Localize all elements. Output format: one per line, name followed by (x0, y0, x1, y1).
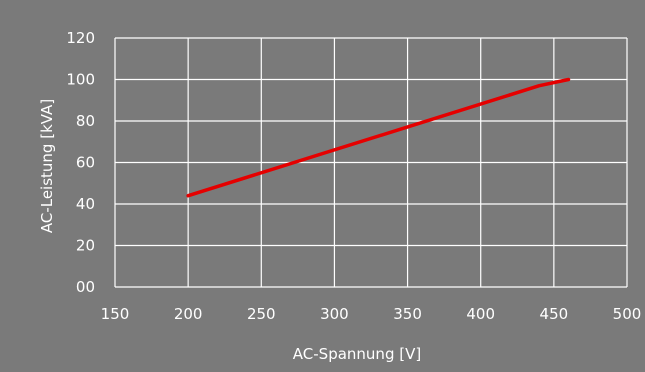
y-tick-label: 100 (66, 71, 95, 89)
x-tick-label: 450 (540, 305, 569, 323)
y-axis-title: AC-Leistung [kVA] (38, 99, 56, 233)
grid-lines (114, 37, 628, 288)
x-tick-label: 350 (393, 305, 422, 323)
x-axis-title: AC-Spannung [V] (293, 345, 421, 363)
y-tick-label: 00 (76, 278, 95, 296)
y-tick-label: 40 (76, 195, 95, 213)
x-tick-label: 200 (174, 305, 203, 323)
y-tick-label: 20 (76, 237, 95, 255)
x-tick-label: 250 (247, 305, 276, 323)
y-tick-label: 120 (66, 29, 95, 47)
series-layer (186, 77, 571, 198)
x-tick-labels: 150 200 250 300 350 400 450 500 (101, 305, 642, 323)
series-line (186, 77, 571, 198)
x-tick-label: 400 (466, 305, 495, 323)
y-tick-label: 80 (76, 112, 95, 130)
x-tick-label: 500 (613, 305, 642, 323)
x-tick-label: 150 (101, 305, 130, 323)
y-tick-label: 60 (76, 154, 95, 172)
y-tick-labels: 00 20 40 60 80 100 120 (66, 29, 95, 296)
x-tick-label: 300 (320, 305, 349, 323)
